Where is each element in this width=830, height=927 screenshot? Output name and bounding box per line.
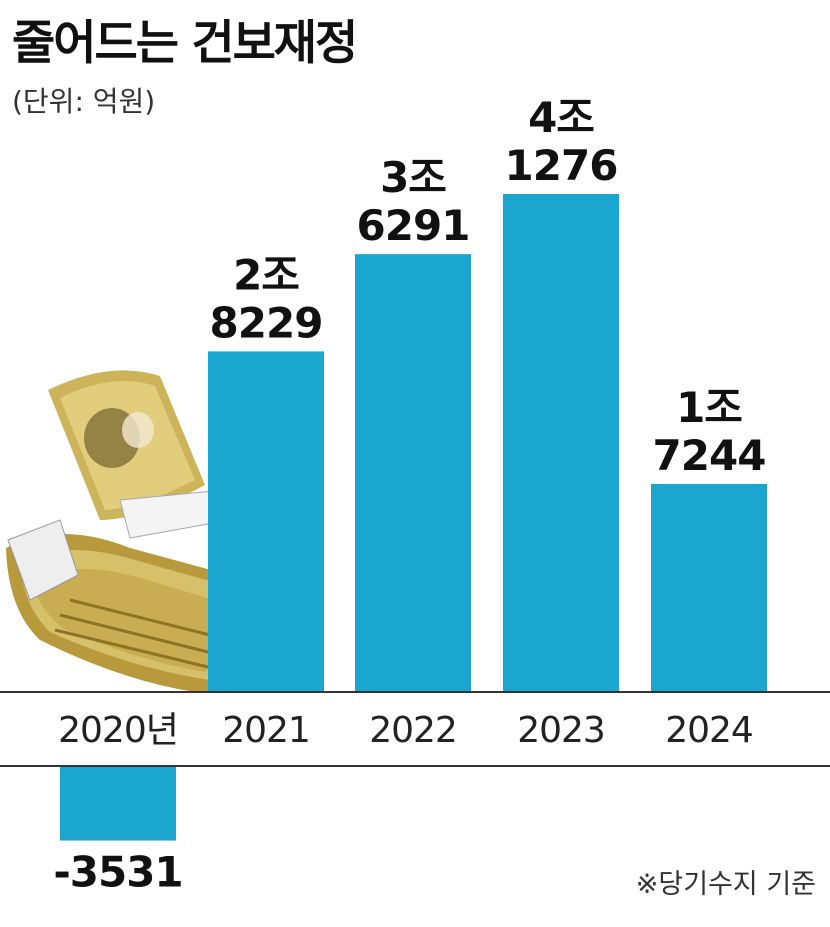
footnote: ※당기수지 기준 — [635, 869, 816, 900]
unit-label: (단위: 억원) — [12, 85, 156, 118]
x-tick-label: 2021 — [222, 710, 310, 751]
value-label: 1276 — [505, 141, 618, 190]
bar-2021 — [208, 351, 324, 692]
bar-2022 — [355, 254, 471, 692]
x-tick-label: 2024 — [665, 710, 753, 751]
banknote-stack-icon — [6, 370, 285, 692]
bars — [60, 194, 767, 841]
value-label: 4조 — [528, 93, 594, 142]
chart-title: 줄어드는 건보재정 — [12, 16, 358, 71]
bar-2023 — [503, 194, 619, 692]
value-label: -3531 — [53, 848, 182, 897]
value-label: 6291 — [357, 201, 470, 250]
value-label: 1조 — [676, 383, 742, 432]
bar-2024 — [651, 483, 767, 692]
x-tick-labels: 2020년 2021 2022 2023 2024 — [58, 710, 754, 751]
value-label: 2조 — [233, 250, 299, 299]
x-tick-label: 2023 — [517, 710, 605, 751]
x-tick-label: 2022 — [369, 710, 457, 751]
value-label: 8229 — [210, 298, 323, 347]
x-tick-label: 2020년 — [58, 710, 178, 751]
bar-2020년 — [60, 766, 176, 841]
value-label: 3조 — [380, 153, 446, 202]
value-label: 7244 — [653, 431, 766, 480]
